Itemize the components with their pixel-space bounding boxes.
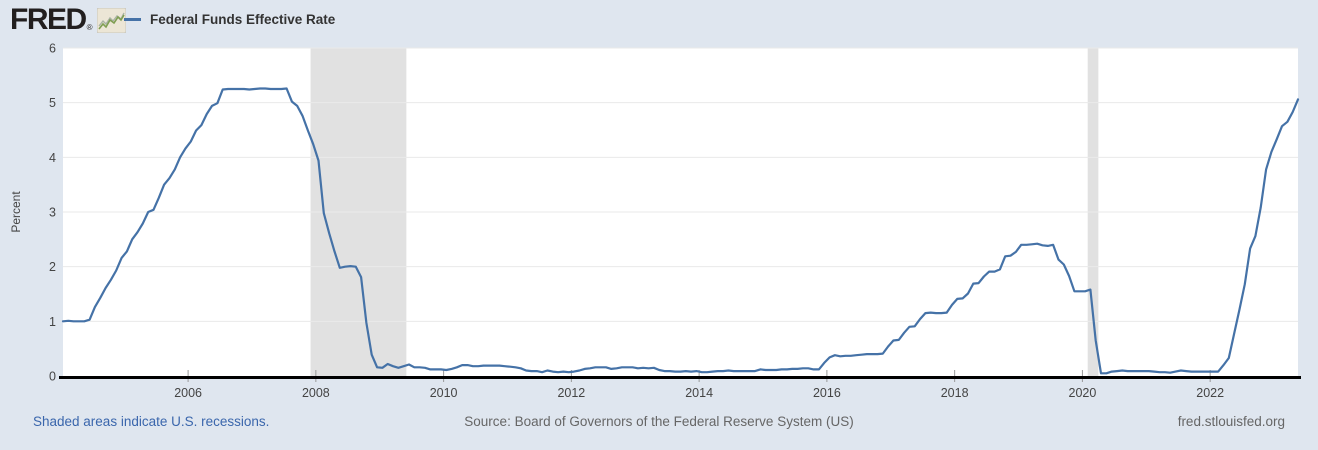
chart-header: FRED ® Federal Funds Effective Rate — [0, 0, 1318, 44]
y-tick-label: 5 — [49, 96, 56, 110]
x-tick-label: 2010 — [430, 386, 458, 400]
fred-logo[interactable]: FRED ® — [10, 3, 127, 36]
x-tick-label: 2018 — [941, 386, 969, 400]
y-tick-label: 2 — [49, 260, 56, 274]
legend-line-swatch — [124, 18, 141, 21]
y-axis-title: Percent — [9, 191, 23, 233]
fred-logo-text: FRED — [10, 3, 87, 36]
registered-trademark-symbol: ® — [86, 23, 93, 32]
x-tick-label: 2022 — [1196, 386, 1224, 400]
y-tick-label: 1 — [49, 315, 56, 329]
y-tick-label: 0 — [49, 370, 56, 384]
legend-series-label: Federal Funds Effective Rate — [150, 12, 336, 27]
fred-site-link[interactable]: fred.stlouisfed.org — [1177, 414, 1285, 429]
y-tick-label: 6 — [49, 42, 56, 56]
y-tick-label: 3 — [49, 206, 56, 220]
x-tick-label: 2008 — [302, 386, 330, 400]
gridlines — [63, 47, 1298, 322]
x-tick-label: 2006 — [174, 386, 202, 400]
chart-footer: Shaded areas indicate U.S. recessions. S… — [0, 414, 1318, 436]
recession-note-link[interactable]: Shaded areas indicate U.S. recessions. — [33, 414, 270, 429]
x-tick-labels: 2006 2008 2010 2012 2014 2016 2018 2020 2022 — [174, 370, 1224, 400]
x-tick-label: 2012 — [557, 386, 585, 400]
chart-legend: Federal Funds Effective Rate — [124, 12, 335, 27]
ffr-series-line — [61, 87, 1300, 375]
y-tick-labels: 0 1 2 3 4 5 6 — [49, 42, 56, 384]
x-tick-label: 2016 — [813, 386, 841, 400]
chart-area: 0 1 2 3 4 5 6 Percent 2006 2008 2010 2012 2014 2016 20… — [0, 0, 1318, 410]
x-tick-label: 2020 — [1069, 386, 1097, 400]
y-tick-label: 4 — [49, 151, 56, 165]
source-attribution-text: Source: Board of Governors of the Federa… — [464, 414, 854, 429]
x-tick-label: 2014 — [685, 386, 713, 400]
